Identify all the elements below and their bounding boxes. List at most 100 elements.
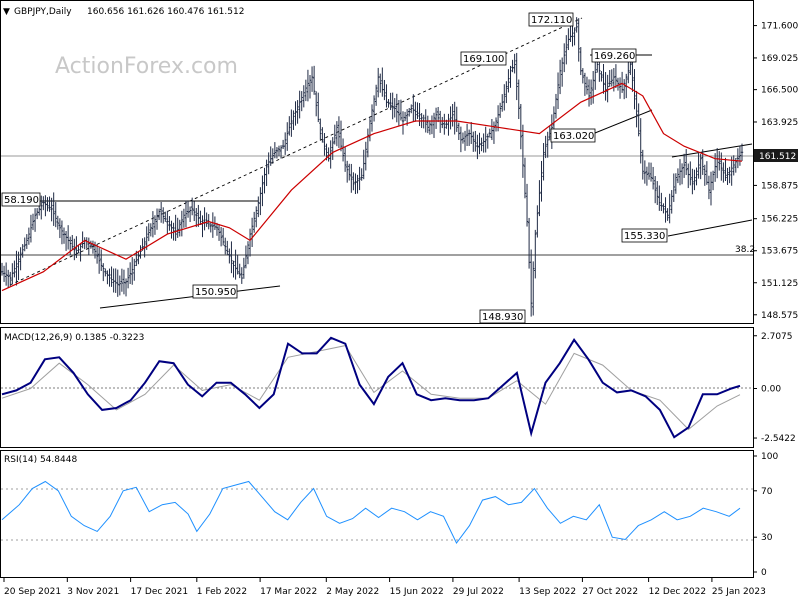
price-bar — [306, 69, 310, 102]
price-bar — [503, 84, 506, 111]
price-bar — [286, 122, 289, 151]
price-bar — [511, 59, 514, 73]
annotation-169260: 169.260 — [591, 48, 637, 63]
price-bar — [2, 265, 6, 282]
price-bar — [242, 257, 246, 279]
annotation-163020: 163.020 — [550, 128, 596, 143]
price-bar — [137, 251, 140, 265]
y-tick-label: 156.225 — [761, 215, 798, 225]
price-bar — [310, 66, 314, 92]
annotation-172110: 172.110 — [528, 12, 574, 27]
price-bar — [534, 229, 537, 279]
price-bar — [283, 132, 287, 155]
price-bar — [649, 162, 653, 182]
price-bar — [505, 81, 508, 104]
dropdown-arrow-icon[interactable]: ▼ — [3, 7, 10, 17]
x-tick-label: 2 May 2022 — [326, 587, 379, 597]
price-bar — [157, 208, 161, 221]
rsi-tick-label: 70 — [761, 487, 773, 497]
price-bar — [738, 145, 742, 166]
price-bar — [610, 69, 613, 87]
svg-text:148.930: 148.930 — [482, 312, 523, 323]
price-bar — [490, 118, 494, 141]
last-price-tag: 161.512 — [754, 149, 798, 162]
price-bar — [538, 180, 541, 217]
price-bar — [19, 247, 22, 271]
price-bar — [689, 161, 692, 186]
price-bar — [257, 196, 260, 218]
svg-text:58.190: 58.190 — [4, 195, 39, 206]
price-bar — [159, 201, 163, 223]
price-bar — [277, 145, 281, 157]
price-bar — [164, 211, 167, 222]
price-bar — [97, 247, 101, 274]
price-bar — [317, 92, 320, 123]
price-bar — [58, 218, 62, 239]
price-panel-frame — [0, 0, 754, 324]
price-bar — [631, 57, 634, 92]
price-bar — [85, 237, 88, 249]
price-bar — [457, 122, 461, 141]
price-bar — [410, 104, 413, 114]
price-bar — [166, 210, 169, 234]
price-bar — [244, 245, 248, 269]
price-bar — [401, 111, 405, 135]
price-bar — [484, 126, 487, 153]
price-bar — [482, 133, 485, 153]
price-bar — [523, 157, 527, 199]
y-tick-label: 169.025 — [761, 54, 798, 64]
price-bar — [554, 93, 558, 119]
price-bar — [195, 208, 198, 228]
price-bar — [133, 258, 136, 281]
price-bar — [104, 268, 107, 277]
price-bar — [327, 147, 330, 162]
price-bar — [724, 157, 727, 182]
price-bar — [246, 241, 250, 265]
price-bar — [653, 176, 657, 204]
price-bar — [188, 206, 192, 222]
price-bar — [333, 124, 336, 145]
price-bar — [319, 118, 322, 140]
price-bar — [515, 52, 518, 101]
price-bar — [250, 217, 254, 248]
price-bar — [126, 267, 130, 289]
rsi-tick-label: 30 — [761, 533, 773, 543]
price-bar — [168, 216, 171, 231]
price-bar — [42, 196, 45, 211]
price-bar — [709, 171, 713, 206]
annotation-155330: 155.330 — [621, 228, 668, 243]
price-bar — [591, 71, 595, 104]
price-bar — [323, 133, 326, 156]
price-bar — [517, 79, 520, 120]
price-bar — [62, 227, 66, 244]
annotation-148930: 148.930 — [479, 309, 526, 324]
price-bar — [50, 197, 53, 222]
price-bar — [461, 132, 465, 144]
price-bar — [360, 168, 363, 181]
channel-lower-line — [589, 109, 653, 136]
price-bar — [606, 74, 609, 103]
price-bar — [682, 153, 686, 178]
price-bar — [352, 172, 355, 191]
price-bar — [48, 196, 51, 212]
price-bar — [558, 59, 562, 95]
price-panel-title: GBPJPY,Daily — [14, 7, 72, 17]
rsi-tick-label: 0 — [761, 568, 767, 578]
price-bar — [273, 142, 277, 159]
price-bar — [362, 149, 365, 180]
price-bar — [281, 139, 285, 149]
x-tick-label: 15 Jun 2022 — [390, 587, 444, 597]
price-bar — [100, 249, 103, 272]
price-bar — [292, 110, 295, 130]
x-tick-label: 3 Nov 2021 — [67, 587, 119, 597]
price-bar — [408, 107, 411, 117]
price-bar — [527, 217, 531, 269]
macd-panel-frame — [0, 327, 754, 448]
y-tick-label: 158.875 — [761, 181, 798, 191]
price-bar — [279, 145, 283, 159]
price-bar — [563, 43, 566, 73]
price-bar — [705, 161, 709, 185]
price-bar — [203, 207, 206, 231]
price-bar — [153, 215, 157, 235]
macd-tick-label: 0.00 — [761, 385, 781, 395]
